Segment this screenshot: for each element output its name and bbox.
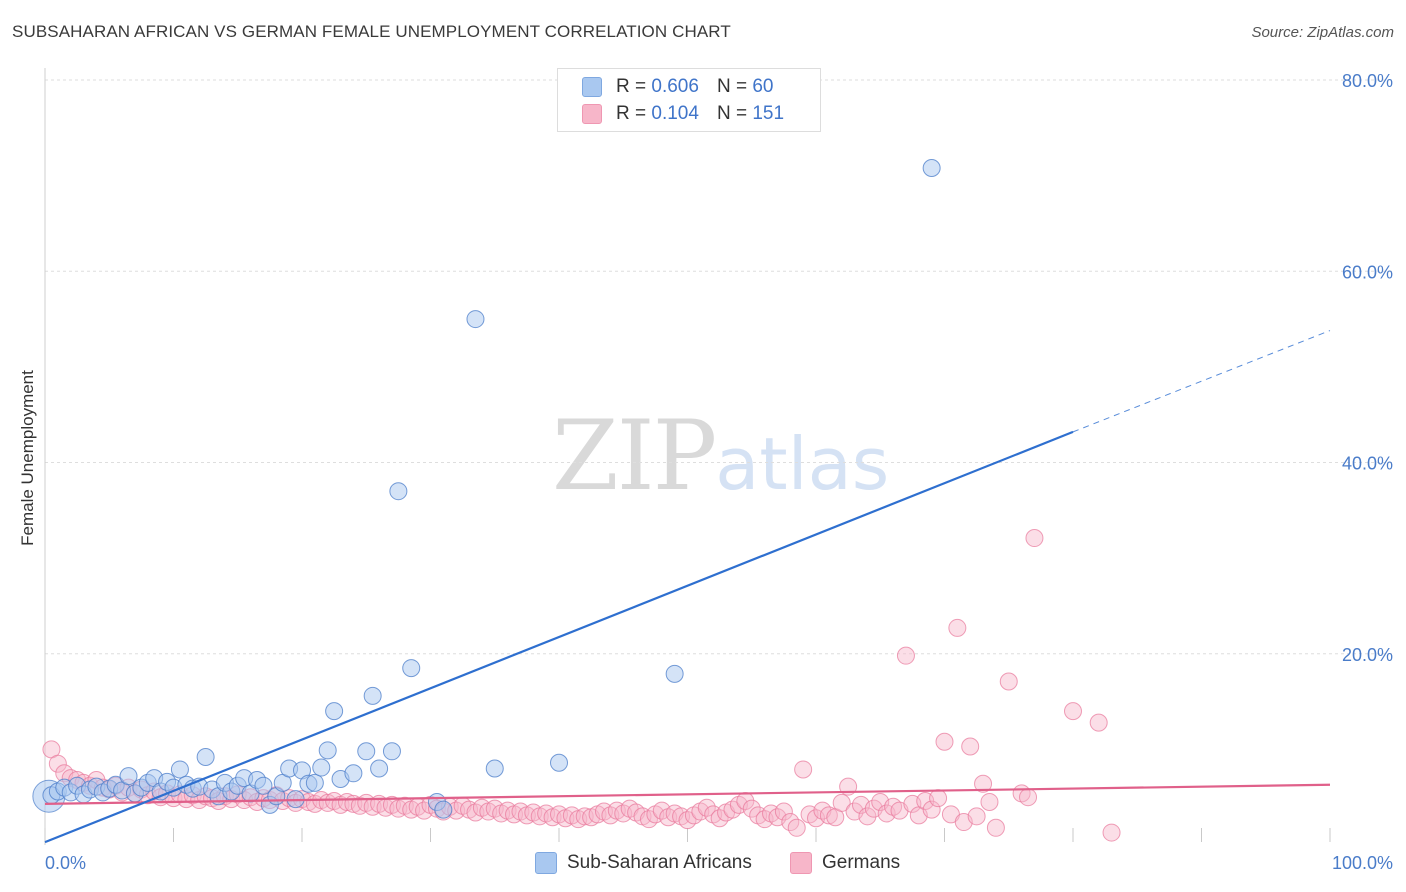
sub-saharan-point — [922, 158, 941, 177]
y-tick-label: 40.0% — [1342, 454, 1393, 474]
sub-saharan-point — [665, 664, 684, 683]
germans-point — [1019, 788, 1038, 807]
correlation-legend: R = 0.606 N = 60 R = 0.104 N = 151 — [557, 68, 821, 132]
germans-point — [961, 737, 980, 756]
legend-row-germans: R = 0.104 N = 151 — [582, 101, 784, 127]
germans-point — [986, 818, 1005, 837]
germans-point — [832, 793, 851, 812]
tick-labels: 20.0% 40.0% 60.0% 80.0% 0.0% 100.0% — [45, 71, 1393, 873]
watermark-zip: ZIP — [552, 400, 717, 512]
legend-swatch-blue — [582, 77, 602, 97]
legend-row-sub-saharan: R = 0.606 N = 60 — [582, 74, 773, 100]
legend-n-label: N = — [716, 76, 748, 97]
x-tick-label: 100.0% — [1332, 853, 1393, 873]
sub-saharan-point — [196, 748, 215, 767]
sub-saharan-point — [466, 310, 485, 329]
sub-saharan-point — [402, 659, 421, 678]
sub-saharan-point — [318, 741, 337, 760]
sub-saharan-point — [370, 759, 389, 778]
series-legend: Sub-Saharan Africans Germans — [0, 852, 1406, 878]
sub-saharan-point — [485, 759, 504, 778]
germans-point — [819, 806, 838, 825]
sub-saharan-point — [389, 482, 408, 501]
germans-point — [980, 792, 999, 811]
y-tick-label: 80.0% — [1342, 71, 1393, 91]
germans-point — [794, 760, 813, 779]
legend-swatch-pink — [582, 104, 602, 124]
germans-point — [787, 818, 806, 837]
y-axis-label: Female Unemployment — [18, 370, 37, 546]
germans-trend-line — [44, 783, 1331, 805]
germans-point — [1102, 823, 1121, 842]
legend-r-value: 0.606 — [651, 76, 699, 97]
germans-point — [948, 618, 967, 637]
legend-swatch-pink — [790, 852, 812, 874]
legend-swatch-blue — [535, 852, 557, 874]
watermark: ZIPatlas — [552, 400, 889, 512]
sub-saharan-point — [344, 764, 363, 783]
legend-item-germans[interactable]: Germans — [790, 852, 900, 874]
watermark-atlas: atlas — [715, 422, 890, 506]
germans-point — [858, 807, 877, 826]
legend-r-label: R = — [616, 103, 647, 124]
chart-title: SUBSAHARAN AFRICAN VS GERMAN FEMALE UNEM… — [12, 22, 731, 41]
y-tick-label: 60.0% — [1342, 262, 1393, 282]
legend-label: Sub-Saharan Africans — [567, 852, 752, 873]
sub-saharan-point — [170, 760, 189, 779]
legend-n-label: N = — [716, 103, 748, 124]
source-label: Source: ZipAtlas.com — [1251, 24, 1394, 41]
sub-saharan-trend-line — [44, 430, 1074, 844]
gridlines — [45, 79, 1393, 655]
trend-lines-top — [44, 330, 1331, 844]
sub-saharan-points — [32, 158, 941, 819]
legend-n-value: 151 — [752, 103, 785, 124]
legend-r-label: R = — [616, 76, 647, 97]
germans-point — [697, 798, 716, 817]
germans-point — [922, 800, 941, 819]
germans-point — [742, 799, 761, 818]
germans-point — [1025, 529, 1044, 548]
sub-saharan-point — [254, 776, 273, 795]
germans-point — [967, 807, 986, 826]
germans-point — [774, 802, 793, 821]
y-tick-label: 20.0% — [1342, 645, 1393, 665]
germans-point — [48, 754, 67, 773]
legend-item-sub-saharan[interactable]: Sub-Saharan Africans — [535, 852, 752, 874]
sub-saharan-point — [312, 758, 331, 777]
sub-saharan-point — [382, 742, 401, 761]
germans-point — [929, 789, 948, 808]
sub-saharan-point — [550, 753, 568, 772]
germans-point — [1089, 713, 1108, 732]
legend-label: Germans — [822, 852, 901, 873]
germans-point — [999, 672, 1018, 691]
sub-saharan-point — [119, 767, 138, 786]
germans-point — [935, 732, 954, 751]
germans-point — [974, 774, 993, 793]
sub-saharan-trend-extension — [1072, 330, 1331, 433]
legend-r-value: 0.104 — [651, 103, 699, 124]
sub-saharan-point — [325, 702, 344, 721]
sub-saharan-point — [363, 686, 382, 705]
sub-saharan-point — [357, 742, 376, 761]
sub-saharan-point — [434, 800, 453, 819]
germans-point — [896, 646, 915, 665]
germans-point — [1064, 702, 1082, 721]
legend-n-value: 60 — [752, 76, 774, 97]
sub-saharan-point — [305, 773, 324, 792]
x-tick-label: 0.0% — [45, 853, 86, 873]
axes — [44, 68, 1331, 845]
